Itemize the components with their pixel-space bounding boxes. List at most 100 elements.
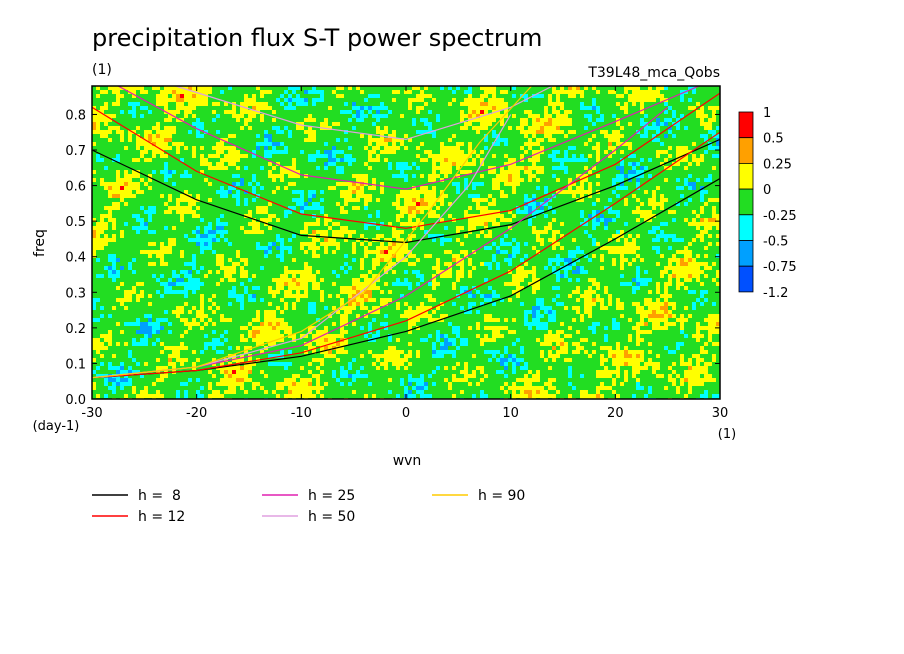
- heat-cell: [172, 162, 177, 167]
- heat-cell: [176, 190, 181, 195]
- heat-cell: [172, 130, 177, 135]
- heat-cell: [332, 162, 337, 167]
- heat-cell: [464, 190, 469, 195]
- heat-cell: [532, 122, 537, 127]
- heat-cell: [496, 106, 501, 111]
- heat-cell: [360, 130, 365, 135]
- heat-cell: [568, 186, 573, 191]
- heat-cell: [496, 186, 501, 191]
- heat-cell: [308, 158, 313, 163]
- heat-cell: [548, 122, 553, 127]
- heat-cell: [516, 170, 521, 175]
- heat-cell: [612, 166, 617, 171]
- heat-cell: [624, 138, 629, 143]
- heat-cell: [596, 186, 601, 191]
- heat-cell: [428, 166, 433, 171]
- heat-cell: [168, 150, 173, 155]
- heat-cell: [348, 134, 353, 139]
- heat-cell: [708, 110, 713, 115]
- heat-cell: [588, 206, 593, 211]
- heat-cell: [676, 174, 681, 179]
- heat-cell: [364, 118, 369, 123]
- heat-cell: [424, 110, 429, 115]
- heat-cell: [452, 114, 457, 119]
- heat-cell: [216, 138, 221, 143]
- heat-cell: [520, 210, 525, 215]
- heat-cell: [256, 138, 261, 143]
- heat-cell: [208, 178, 213, 183]
- heat-cell: [512, 138, 517, 143]
- heat-cell: [236, 190, 241, 195]
- heat-cell: [312, 166, 317, 171]
- heat-cell: [104, 210, 109, 215]
- heat-cell: [664, 90, 669, 95]
- heat-cell: [224, 210, 229, 215]
- heat-cell: [632, 194, 637, 199]
- heat-cell: [348, 194, 353, 199]
- heat-cell: [96, 174, 101, 179]
- heat-cell: [568, 134, 573, 139]
- heat-cell: [592, 134, 597, 139]
- heat-cell: [204, 182, 209, 187]
- heat-cell: [132, 170, 137, 175]
- heat-cell: [476, 174, 481, 179]
- heat-cell: [552, 106, 557, 111]
- heat-cell: [684, 118, 689, 123]
- heat-cell: [504, 146, 509, 151]
- heat-cell: [448, 206, 453, 211]
- heat-cell: [96, 142, 101, 147]
- heat-cell: [140, 186, 145, 191]
- heat-cell: [476, 154, 481, 159]
- heat-cell: [616, 186, 621, 191]
- heat-cell: [252, 202, 257, 207]
- heat-cell: [640, 98, 645, 103]
- heat-cell: [256, 98, 261, 103]
- heat-cell: [576, 202, 581, 207]
- heat-cell: [348, 154, 353, 159]
- heat-cell: [600, 114, 605, 119]
- heat-cell: [104, 174, 109, 179]
- heat-cell: [236, 110, 241, 115]
- heat-cell: [180, 106, 185, 111]
- heat-cell: [508, 154, 513, 159]
- heat-cell: [700, 154, 705, 159]
- heat-cell: [584, 150, 589, 155]
- heat-cell: [116, 174, 121, 179]
- heat-cell: [440, 134, 445, 139]
- heat-cell: [448, 138, 453, 143]
- heat-cell: [608, 110, 613, 115]
- heat-cell: [560, 190, 565, 195]
- heat-cell: [276, 182, 281, 187]
- heat-cell: [92, 150, 97, 155]
- heat-cell: [412, 158, 417, 163]
- heat-cell: [564, 126, 569, 131]
- heat-cell: [512, 130, 517, 135]
- heat-cell: [624, 106, 629, 111]
- heat-cell: [476, 190, 481, 195]
- heat-cell: [320, 194, 325, 199]
- heat-cell: [716, 154, 720, 159]
- heat-cell: [200, 182, 205, 187]
- heat-cell: [296, 102, 301, 107]
- heat-cell: [444, 86, 449, 91]
- heat-cell: [692, 98, 697, 103]
- heat-cell: [600, 90, 605, 95]
- heat-cell: [668, 194, 673, 199]
- heat-cell: [664, 122, 669, 127]
- heat-cell: [544, 142, 549, 147]
- heat-cell: [300, 98, 305, 103]
- heat-cell: [680, 138, 685, 143]
- heat-cell: [448, 182, 453, 187]
- heat-cell: [592, 94, 597, 99]
- heat-cell: [580, 166, 585, 171]
- heat-cell: [404, 142, 409, 147]
- heat-cell: [380, 110, 385, 115]
- heat-cell: [344, 170, 349, 175]
- heat-cell: [692, 94, 697, 99]
- heat-cell: [504, 126, 509, 131]
- heat-cell: [364, 154, 369, 159]
- heat-cell: [204, 194, 209, 199]
- heat-cell: [196, 106, 201, 111]
- heat-cell: [624, 98, 629, 103]
- heat-cell: [572, 94, 577, 99]
